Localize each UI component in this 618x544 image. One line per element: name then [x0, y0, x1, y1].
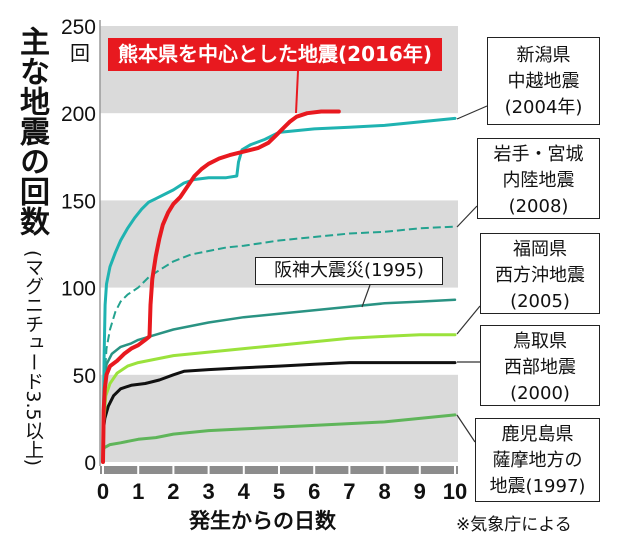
series-label-tottori: 鳥取県 西部地震 (2000) — [480, 325, 600, 406]
y-tick-label: 150 — [61, 190, 96, 213]
shaded-bands — [100, 26, 458, 462]
y-axis-note: (マグニチュード3.5以上) — [22, 250, 44, 467]
x-tick-label: 10 — [443, 479, 467, 504]
x-tick-label: 9 — [414, 479, 426, 504]
source-note: ※気象庁による — [456, 515, 572, 535]
series-line-2 — [102, 225, 456, 463]
y-axis-title: 主な地震の回数 — [14, 26, 49, 236]
series-line-0 — [101, 109, 341, 464]
x-axis-title: 発生からの日数 — [189, 509, 336, 533]
x-tick-label: 2 — [167, 479, 179, 504]
series-line-3 — [101, 298, 457, 464]
x-axis-ticks — [102, 466, 456, 474]
series-line-5 — [101, 361, 457, 464]
x-tick-label: 6 — [308, 479, 320, 504]
x-tick-label: 3 — [202, 479, 214, 504]
series-line-1 — [101, 116, 457, 464]
x-tick-label: 5 — [273, 479, 285, 504]
label-pointer-fukuoka — [456, 305, 481, 335]
series-label-iwate-miyagi: 岩手・宮城 内陸地震 (2008) — [477, 138, 600, 219]
y-tick-label: 50 — [73, 365, 96, 388]
series-label-kagoshima: 鹿児島県 薩摩地方の 地震(1997) — [475, 418, 600, 502]
y-tick-label: 200 — [61, 103, 96, 126]
label-pointer-iwate — [456, 205, 478, 228]
label-pointer-hanshin — [361, 284, 371, 308]
y-tick-label: 100 — [61, 278, 96, 301]
label-pointer-kagoshima — [456, 414, 476, 443]
x-tick-label: 8 — [378, 479, 390, 504]
series-label-kumamoto: 熊本県を中心とした地震(2016年) — [108, 38, 442, 71]
series-label-hanshin: 阪神大震災(1995) — [255, 257, 443, 285]
series-label-fukuoka: 福岡県 西方沖地震 (2005) — [480, 233, 600, 314]
x-tick-label: 7 — [343, 479, 355, 504]
x-tick-label: 4 — [238, 479, 251, 504]
series-line-4 — [101, 333, 457, 464]
x-tick-label: 0 — [97, 479, 109, 504]
series-lines — [101, 109, 457, 464]
label-pointer-kumamoto — [295, 70, 299, 114]
shaded-band — [100, 374, 458, 462]
x-tick-label: 1 — [132, 479, 144, 504]
label-pointer-niigata — [456, 105, 488, 120]
y-tick-label: 0 — [84, 452, 96, 475]
y-unit-label: 回 — [70, 41, 90, 65]
y-tick-label: 250 — [61, 16, 96, 39]
series-label-niigata: 新潟県 中越地震 (2004年) — [487, 37, 600, 125]
label-pointers — [295, 70, 488, 443]
series-line-6 — [101, 413, 457, 464]
